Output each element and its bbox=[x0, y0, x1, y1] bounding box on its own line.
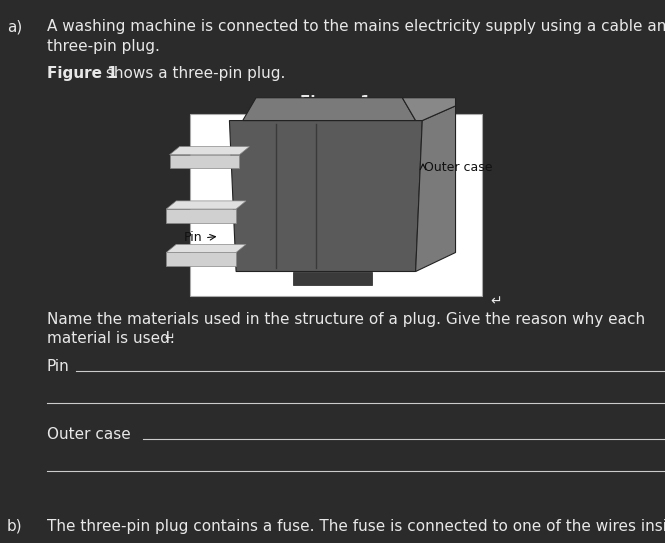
Text: Pin: Pin bbox=[184, 231, 203, 244]
Polygon shape bbox=[243, 98, 416, 121]
Polygon shape bbox=[170, 147, 249, 155]
Text: three-pin plug.: three-pin plug. bbox=[47, 39, 160, 54]
Polygon shape bbox=[402, 98, 456, 121]
Text: Outer case: Outer case bbox=[47, 427, 130, 443]
Text: Name the materials used in the structure of a plug. Give the reason why each: Name the materials used in the structure… bbox=[47, 312, 644, 327]
Text: a): a) bbox=[7, 19, 22, 34]
Text: ↵: ↵ bbox=[165, 331, 176, 344]
Text: Figure 1: Figure 1 bbox=[301, 95, 371, 110]
Polygon shape bbox=[166, 244, 246, 252]
Polygon shape bbox=[170, 155, 239, 168]
Text: The three-pin plug contains a fuse. The fuse is connected to one of the wires in: The three-pin plug contains a fuse. The … bbox=[47, 519, 665, 534]
Polygon shape bbox=[293, 272, 372, 285]
Polygon shape bbox=[416, 106, 456, 272]
Bar bbox=[190, 114, 482, 296]
Text: material is used.: material is used. bbox=[47, 331, 174, 346]
Text: shows a three-pin plug.: shows a three-pin plug. bbox=[101, 66, 285, 81]
Text: ↵: ↵ bbox=[491, 295, 502, 309]
Text: Figure 1: Figure 1 bbox=[47, 66, 117, 81]
Text: A washing machine is connected to the mains electricity supply using a cable and: A washing machine is connected to the ma… bbox=[47, 19, 665, 34]
Polygon shape bbox=[166, 209, 236, 223]
Text: b): b) bbox=[7, 519, 22, 534]
Polygon shape bbox=[166, 252, 236, 266]
Text: Pin: Pin bbox=[47, 359, 69, 375]
Polygon shape bbox=[229, 121, 422, 272]
Text: Outer case: Outer case bbox=[424, 161, 493, 174]
Polygon shape bbox=[166, 201, 246, 209]
